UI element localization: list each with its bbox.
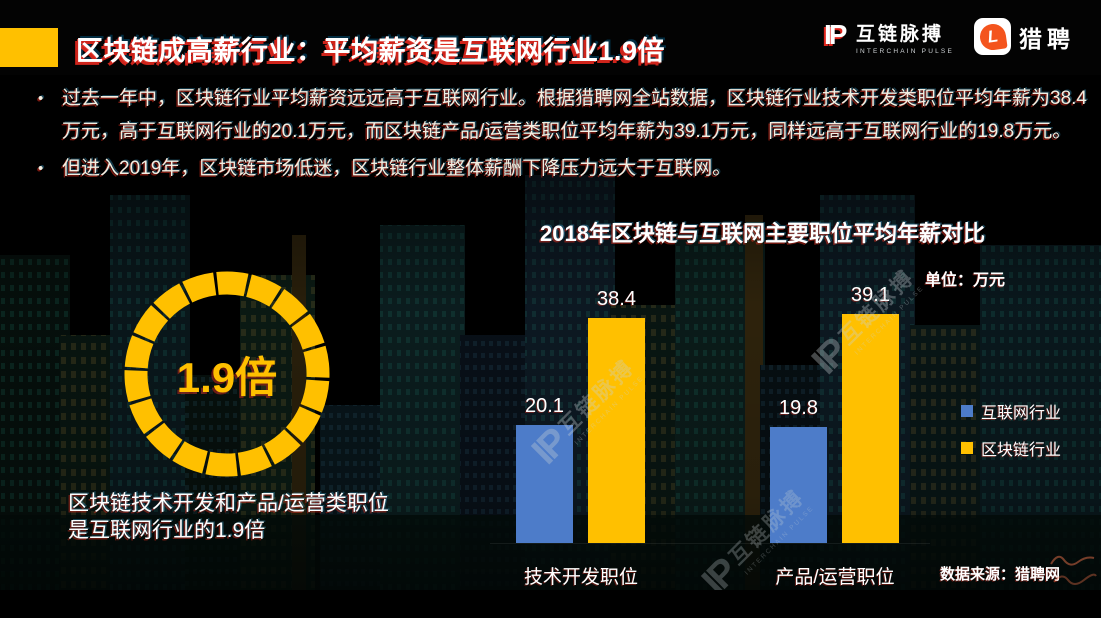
bullet-item: 过去一年中，区块链行业平均薪资远远高于互联网行业。根据猎聘网全站数据，区块链行业…: [36, 82, 1088, 148]
legend-swatch: [961, 442, 973, 454]
bar-互联网行业-技术开发职位: [516, 425, 573, 543]
data-source: 数据来源：猎聘网: [940, 566, 1061, 583]
interchain-pulse-logo: IP IP 互链脉搏 INTERCHAIN PULSE: [822, 19, 954, 55]
page-title: 区块链成高薪行业：平均薪资是互联网行业1.9倍: [76, 36, 666, 66]
bullet-list: 过去一年中，区块链行业平均薪资远远高于互联网行业。根据猎聘网全站数据，区块链行业…: [36, 82, 1088, 185]
liepin-logo: L 猎聘: [974, 18, 1075, 55]
bar-区块链行业-技术开发职位: [588, 318, 645, 543]
bullet-item: 但进入2019年，区块链市场低迷，区块链行业整体薪酬下降压力远大于互联网。: [36, 152, 1088, 185]
bar-value-label: 38.4: [597, 288, 636, 310]
title-accent-square: [0, 28, 58, 67]
chart-title: 2018年区块链与互联网主要职位平均年薪对比: [540, 221, 985, 246]
signature-scribble: [1050, 555, 1097, 585]
chart-unit-label: 单位：万元: [925, 272, 1006, 289]
bar-区块链行业-产品/运营职位: [842, 314, 899, 543]
bar-value-label: 19.8: [779, 397, 818, 419]
ratio-label: 1.9倍: [176, 353, 278, 401]
legend-item-区块链行业: 区块链行业: [961, 436, 1061, 460]
interchain-pulse-logo-subtitle: INTERCHAIN PULSE: [855, 47, 954, 55]
ratio-caption: 区块链技术开发和产品/运营类职位是互联网行业的1.9倍: [68, 492, 389, 542]
bar-value-label: 20.1: [525, 395, 564, 417]
x-axis-baseline: [490, 543, 930, 544]
legend-label: 互联网行业: [981, 405, 1062, 422]
logo-group: IP IP 互链脉搏 INTERCHAIN PULSE L 猎聘: [822, 18, 1075, 55]
interchain-pulse-logo-icon: IP IP: [821, 18, 848, 52]
legend-label: 区块链行业: [981, 442, 1062, 459]
liepin-logo-icon: L: [974, 18, 1011, 55]
bar-value-label: 39.1: [851, 284, 890, 306]
liepin-logo-name: 猎聘: [1019, 25, 1075, 52]
ratio-ring-graphic: [124, 271, 330, 477]
bar-plot: 20.1 38.4 技术开发职位 19.8 39.1 产品/运营职位: [480, 284, 960, 595]
header-bar: 区块链成高薪行业：平均薪资是互联网行业1.9倍 IP IP 互链脉搏 INTER…: [0, 0, 1101, 75]
bottom-black-bar: [0, 590, 1101, 618]
interchain-pulse-logo-name: 互链脉搏: [855, 23, 944, 45]
chart-legend: 互联网行业区块链行业: [961, 399, 1061, 460]
category-label: 技术开发职位: [523, 567, 638, 588]
category-label: 产品/运营职位: [775, 567, 895, 588]
legend-swatch: [961, 405, 973, 417]
bar-互联网行业-产品/运营职位: [770, 427, 827, 543]
legend-item-互联网行业: 互联网行业: [961, 399, 1061, 423]
ratio-ring: 1.9倍: [122, 269, 332, 479]
